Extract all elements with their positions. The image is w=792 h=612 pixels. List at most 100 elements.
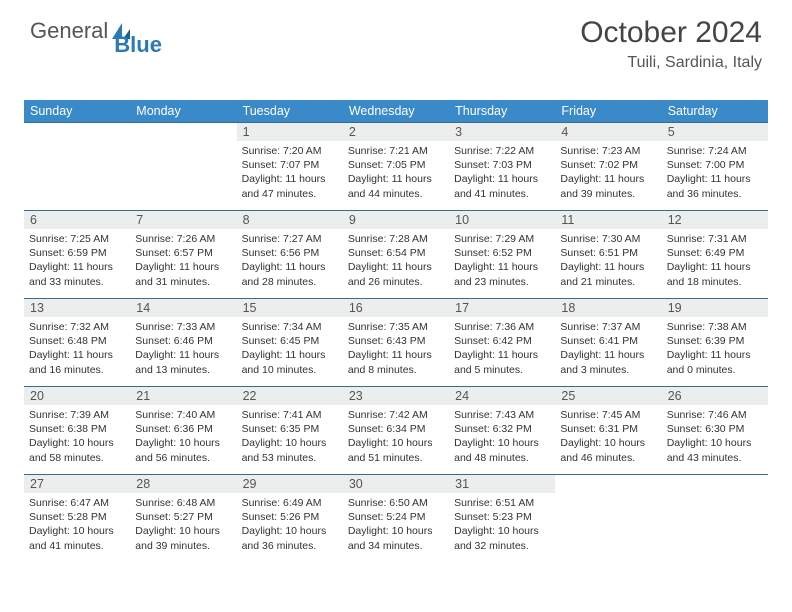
sunrise-text: Sunrise: 7:30 AM [560,232,656,246]
weekday-header: Thursday [449,100,555,123]
daylight-text: Daylight: 11 hours and 3 minutes. [560,348,656,376]
title-block: October 2024 Tuili, Sardinia, Italy [580,16,762,72]
calendar-week-row: 20Sunrise: 7:39 AMSunset: 6:38 PMDayligh… [24,387,768,475]
sunset-text: Sunset: 6:59 PM [29,246,125,260]
sunrise-text: Sunrise: 7:45 AM [560,408,656,422]
day-number: 27 [24,475,130,493]
day-details: Sunrise: 6:49 AMSunset: 5:26 PMDaylight:… [237,493,343,557]
sunrise-text: Sunrise: 6:47 AM [29,496,125,510]
sunset-text: Sunset: 7:05 PM [348,158,444,172]
sunset-text: Sunset: 6:32 PM [454,422,550,436]
sunrise-text: Sunrise: 7:25 AM [29,232,125,246]
daylight-text: Daylight: 10 hours and 58 minutes. [29,436,125,464]
sunrise-text: Sunrise: 7:29 AM [454,232,550,246]
calendar-day-cell: 19Sunrise: 7:38 AMSunset: 6:39 PMDayligh… [662,299,768,387]
sunset-text: Sunset: 7:02 PM [560,158,656,172]
sunset-text: Sunset: 5:28 PM [29,510,125,524]
daylight-text: Daylight: 10 hours and 41 minutes. [29,524,125,552]
sunset-text: Sunset: 5:26 PM [242,510,338,524]
daylight-text: Daylight: 11 hours and 0 minutes. [667,348,763,376]
calendar-day-cell: 10Sunrise: 7:29 AMSunset: 6:52 PMDayligh… [449,211,555,299]
day-details: Sunrise: 7:31 AMSunset: 6:49 PMDaylight:… [662,229,768,293]
sunrise-text: Sunrise: 7:42 AM [348,408,444,422]
sunset-text: Sunset: 5:24 PM [348,510,444,524]
sunset-text: Sunset: 6:34 PM [348,422,444,436]
day-number: 2 [343,123,449,141]
weekday-header: Saturday [662,100,768,123]
day-details: Sunrise: 6:50 AMSunset: 5:24 PMDaylight:… [343,493,449,557]
day-number: 31 [449,475,555,493]
calendar-day-cell: 3Sunrise: 7:22 AMSunset: 7:03 PMDaylight… [449,123,555,211]
calendar-day-cell: 31Sunrise: 6:51 AMSunset: 5:23 PMDayligh… [449,475,555,563]
calendar-day-cell: 21Sunrise: 7:40 AMSunset: 6:36 PMDayligh… [130,387,236,475]
daylight-text: Daylight: 11 hours and 33 minutes. [29,260,125,288]
day-details: Sunrise: 7:45 AMSunset: 6:31 PMDaylight:… [555,405,661,469]
sunset-text: Sunset: 6:43 PM [348,334,444,348]
daylight-text: Daylight: 11 hours and 47 minutes. [242,172,338,200]
sunrise-text: Sunrise: 6:51 AM [454,496,550,510]
day-details: Sunrise: 7:43 AMSunset: 6:32 PMDaylight:… [449,405,555,469]
day-number: 18 [555,299,661,317]
sunrise-text: Sunrise: 7:28 AM [348,232,444,246]
sunrise-text: Sunrise: 7:36 AM [454,320,550,334]
sunrise-text: Sunrise: 7:22 AM [454,144,550,158]
sunset-text: Sunset: 6:36 PM [135,422,231,436]
day-details: Sunrise: 7:33 AMSunset: 6:46 PMDaylight:… [130,317,236,381]
daylight-text: Daylight: 10 hours and 51 minutes. [348,436,444,464]
day-details: Sunrise: 7:29 AMSunset: 6:52 PMDaylight:… [449,229,555,293]
month-title: October 2024 [580,16,762,50]
calendar-day-cell: 26Sunrise: 7:46 AMSunset: 6:30 PMDayligh… [662,387,768,475]
calendar-day-cell: 18Sunrise: 7:37 AMSunset: 6:41 PMDayligh… [555,299,661,387]
calendar-day-cell: 16Sunrise: 7:35 AMSunset: 6:43 PMDayligh… [343,299,449,387]
day-details: Sunrise: 7:46 AMSunset: 6:30 PMDaylight:… [662,405,768,469]
daylight-text: Daylight: 10 hours and 48 minutes. [454,436,550,464]
day-number: 16 [343,299,449,317]
day-number: 24 [449,387,555,405]
day-details: Sunrise: 7:32 AMSunset: 6:48 PMDaylight:… [24,317,130,381]
day-number: 12 [662,211,768,229]
sunset-text: Sunset: 6:51 PM [560,246,656,260]
day-details: Sunrise: 6:51 AMSunset: 5:23 PMDaylight:… [449,493,555,557]
day-number: 3 [449,123,555,141]
calendar-day-cell: 9Sunrise: 7:28 AMSunset: 6:54 PMDaylight… [343,211,449,299]
sunset-text: Sunset: 5:23 PM [454,510,550,524]
weekday-header: Monday [130,100,236,123]
sunset-text: Sunset: 6:31 PM [560,422,656,436]
day-number: 20 [24,387,130,405]
day-number: 22 [237,387,343,405]
sunset-text: Sunset: 6:35 PM [242,422,338,436]
day-number: 23 [343,387,449,405]
daylight-text: Daylight: 11 hours and 36 minutes. [667,172,763,200]
sunrise-text: Sunrise: 7:46 AM [667,408,763,422]
weekday-header-row: Sunday Monday Tuesday Wednesday Thursday… [24,100,768,123]
day-details: Sunrise: 7:21 AMSunset: 7:05 PMDaylight:… [343,141,449,205]
day-details: Sunrise: 7:36 AMSunset: 6:42 PMDaylight:… [449,317,555,381]
sunrise-text: Sunrise: 7:20 AM [242,144,338,158]
daylight-text: Daylight: 10 hours and 43 minutes. [667,436,763,464]
daylight-text: Daylight: 11 hours and 39 minutes. [560,172,656,200]
day-details: Sunrise: 7:23 AMSunset: 7:02 PMDaylight:… [555,141,661,205]
brand-logo: General Blue [30,18,162,44]
calendar-day-cell: . [130,123,236,211]
daylight-text: Daylight: 11 hours and 31 minutes. [135,260,231,288]
sunrise-text: Sunrise: 6:49 AM [242,496,338,510]
day-number: 11 [555,211,661,229]
sunrise-text: Sunrise: 7:34 AM [242,320,338,334]
calendar-week-row: 13Sunrise: 7:32 AMSunset: 6:48 PMDayligh… [24,299,768,387]
calendar-day-cell: 11Sunrise: 7:30 AMSunset: 6:51 PMDayligh… [555,211,661,299]
calendar-day-cell: 22Sunrise: 7:41 AMSunset: 6:35 PMDayligh… [237,387,343,475]
day-details: Sunrise: 7:27 AMSunset: 6:56 PMDaylight:… [237,229,343,293]
daylight-text: Daylight: 10 hours and 39 minutes. [135,524,231,552]
sunrise-text: Sunrise: 7:40 AM [135,408,231,422]
calendar-day-cell: . [555,475,661,563]
sunrise-text: Sunrise: 7:38 AM [667,320,763,334]
sunrise-text: Sunrise: 7:23 AM [560,144,656,158]
day-number: 13 [24,299,130,317]
day-number: 25 [555,387,661,405]
weekday-header: Tuesday [237,100,343,123]
sunset-text: Sunset: 6:46 PM [135,334,231,348]
daylight-text: Daylight: 11 hours and 16 minutes. [29,348,125,376]
calendar-day-cell: 5Sunrise: 7:24 AMSunset: 7:00 PMDaylight… [662,123,768,211]
calendar-day-cell: 27Sunrise: 6:47 AMSunset: 5:28 PMDayligh… [24,475,130,563]
day-details: Sunrise: 6:47 AMSunset: 5:28 PMDaylight:… [24,493,130,557]
